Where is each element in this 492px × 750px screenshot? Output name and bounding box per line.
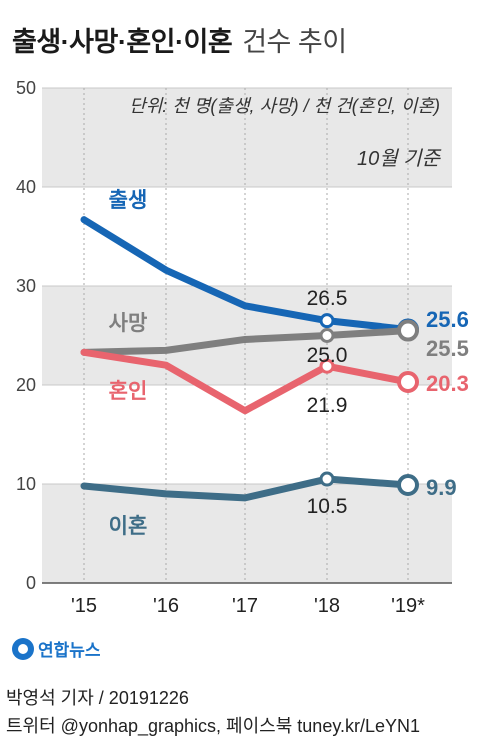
yonhap-logo-icon (12, 637, 34, 660)
data-point-marriage (397, 371, 419, 394)
chart-title-main: 출생·사망·혼인·이혼 (12, 27, 233, 57)
data-label-divorce: 9.9 (426, 475, 457, 500)
yonhap-logo: 연합뉴스 (12, 636, 101, 661)
data-label-death: 25.5 (426, 336, 469, 361)
y-tick-label: 50 (16, 78, 36, 98)
y-tick-label: 10 (16, 474, 36, 494)
data-point-death (319, 328, 335, 343)
y-tick-label: 0 (26, 573, 36, 593)
band-40-50 (42, 88, 452, 187)
byline: 박영석 기자 / 20191226 (6, 688, 189, 708)
series-label-death: 사망 (109, 312, 148, 335)
series-line-divorce (80, 475, 412, 502)
data-point-divorce (319, 471, 335, 487)
y-tick-label: 40 (16, 177, 36, 197)
data-label-divorce: 10.5 (307, 495, 348, 518)
chart-title-sub: 건수 추이 (242, 27, 347, 57)
x-tick-label: '18 (314, 595, 340, 617)
data-label-death: 25.0 (307, 344, 348, 367)
series-line-marriage (80, 348, 412, 415)
data-label-marriage: 21.9 (307, 394, 348, 417)
series-line-death (80, 327, 412, 356)
y-tick-label: 20 (16, 375, 36, 395)
yonhap-logo-text: 연합뉴스 (38, 641, 101, 660)
data-point-divorce (397, 473, 419, 496)
data-label-birth: 25.6 (426, 307, 469, 332)
line-chart: 0 10 20 30 40 50 '15 '16 '17 '18 '19* 단위: 천 명(출생, 사… (16, 78, 469, 617)
unit-note: 단위: 천 명(출생, 사망) / 천 건(혼인, 이혼) (129, 96, 440, 116)
x-tick-label: '15 (71, 595, 97, 617)
series-label-divorce: 이혼 (109, 515, 148, 538)
x-tick-label: '17 (232, 595, 258, 617)
social-links: 트위터 @yonhap_graphics, 페이스북 tuney.kr/LeYN… (6, 716, 421, 736)
data-point-birth (319, 313, 335, 329)
x-tick-label: '19* (391, 595, 425, 617)
series-label-birth: 출생 (109, 189, 148, 212)
y-tick-label: 30 (16, 276, 36, 296)
data-label-birth: 26.5 (307, 287, 348, 310)
x-tick-label: '16 (153, 595, 179, 617)
data-point-death (397, 319, 419, 342)
data-label-marriage: 20.3 (426, 371, 469, 396)
band-20-30 (42, 286, 452, 385)
chart-title: 출생·사망·혼인·이혼 건수 추이 (12, 20, 347, 59)
data-point-marriage (319, 358, 335, 374)
base-note: 10월 기준 (357, 148, 442, 170)
series-line-birth (80, 216, 412, 334)
series-label-marriage: 혼인 (109, 380, 148, 403)
